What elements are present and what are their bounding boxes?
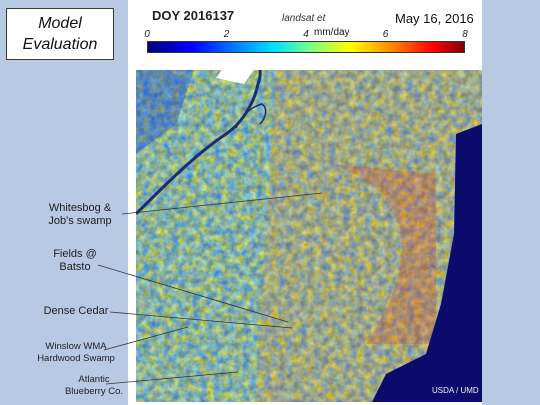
annotation-atlantic-line2: Blueberry Co. bbox=[64, 386, 124, 397]
colorbar bbox=[147, 41, 465, 53]
date-label: May 16, 2016 bbox=[395, 11, 474, 26]
annotation-fields-line2: Batsto bbox=[59, 261, 91, 273]
annotation-winslow-line1: Winslow WMA bbox=[45, 341, 107, 352]
annotation-whitesbog-line1: Whitesbog & bbox=[48, 202, 112, 214]
colorbar-tick-0: 0 bbox=[144, 29, 150, 40]
doy-label: DOY 2016137 bbox=[152, 8, 235, 23]
colorbar-ticks: 0 2 4 6 8 bbox=[144, 29, 468, 41]
colorbar-tick-4: 4 bbox=[303, 29, 309, 40]
et-map bbox=[136, 64, 482, 402]
annotation-winslow-line2: Hardwood Swamp bbox=[37, 353, 115, 364]
annotation-fields: Fields @ Batsto bbox=[44, 248, 106, 274]
title-line-1: Model bbox=[38, 15, 82, 32]
colorbar-tick-2: 2 bbox=[223, 29, 230, 40]
annotation-atlantic-line1: Atlantic bbox=[78, 374, 110, 385]
colorbar-tick-6: 6 bbox=[382, 29, 389, 40]
annotation-winslow: Winslow WMA Hardwood Swamp bbox=[34, 341, 118, 365]
annotation-whitesbog: Whitesbog & Job's swamp bbox=[38, 202, 122, 228]
annotation-whitesbog-line2: Job's swamp bbox=[48, 215, 112, 227]
annotation-atlantic: Atlantic Blueberry Co. bbox=[58, 374, 130, 398]
title-line-2: Evaluation bbox=[22, 36, 98, 53]
colorbar-unit: mm/day bbox=[314, 27, 350, 38]
map-credit: USDA / UMD bbox=[432, 386, 479, 395]
title-box: Model Evaluation bbox=[6, 8, 114, 60]
layer-name: landsat et bbox=[282, 13, 326, 24]
colorbar-tick-8: 8 bbox=[462, 29, 468, 40]
annotation-dense-cedar: Dense Cedar bbox=[43, 305, 109, 317]
annotation-fields-line1: Fields @ bbox=[53, 248, 97, 260]
